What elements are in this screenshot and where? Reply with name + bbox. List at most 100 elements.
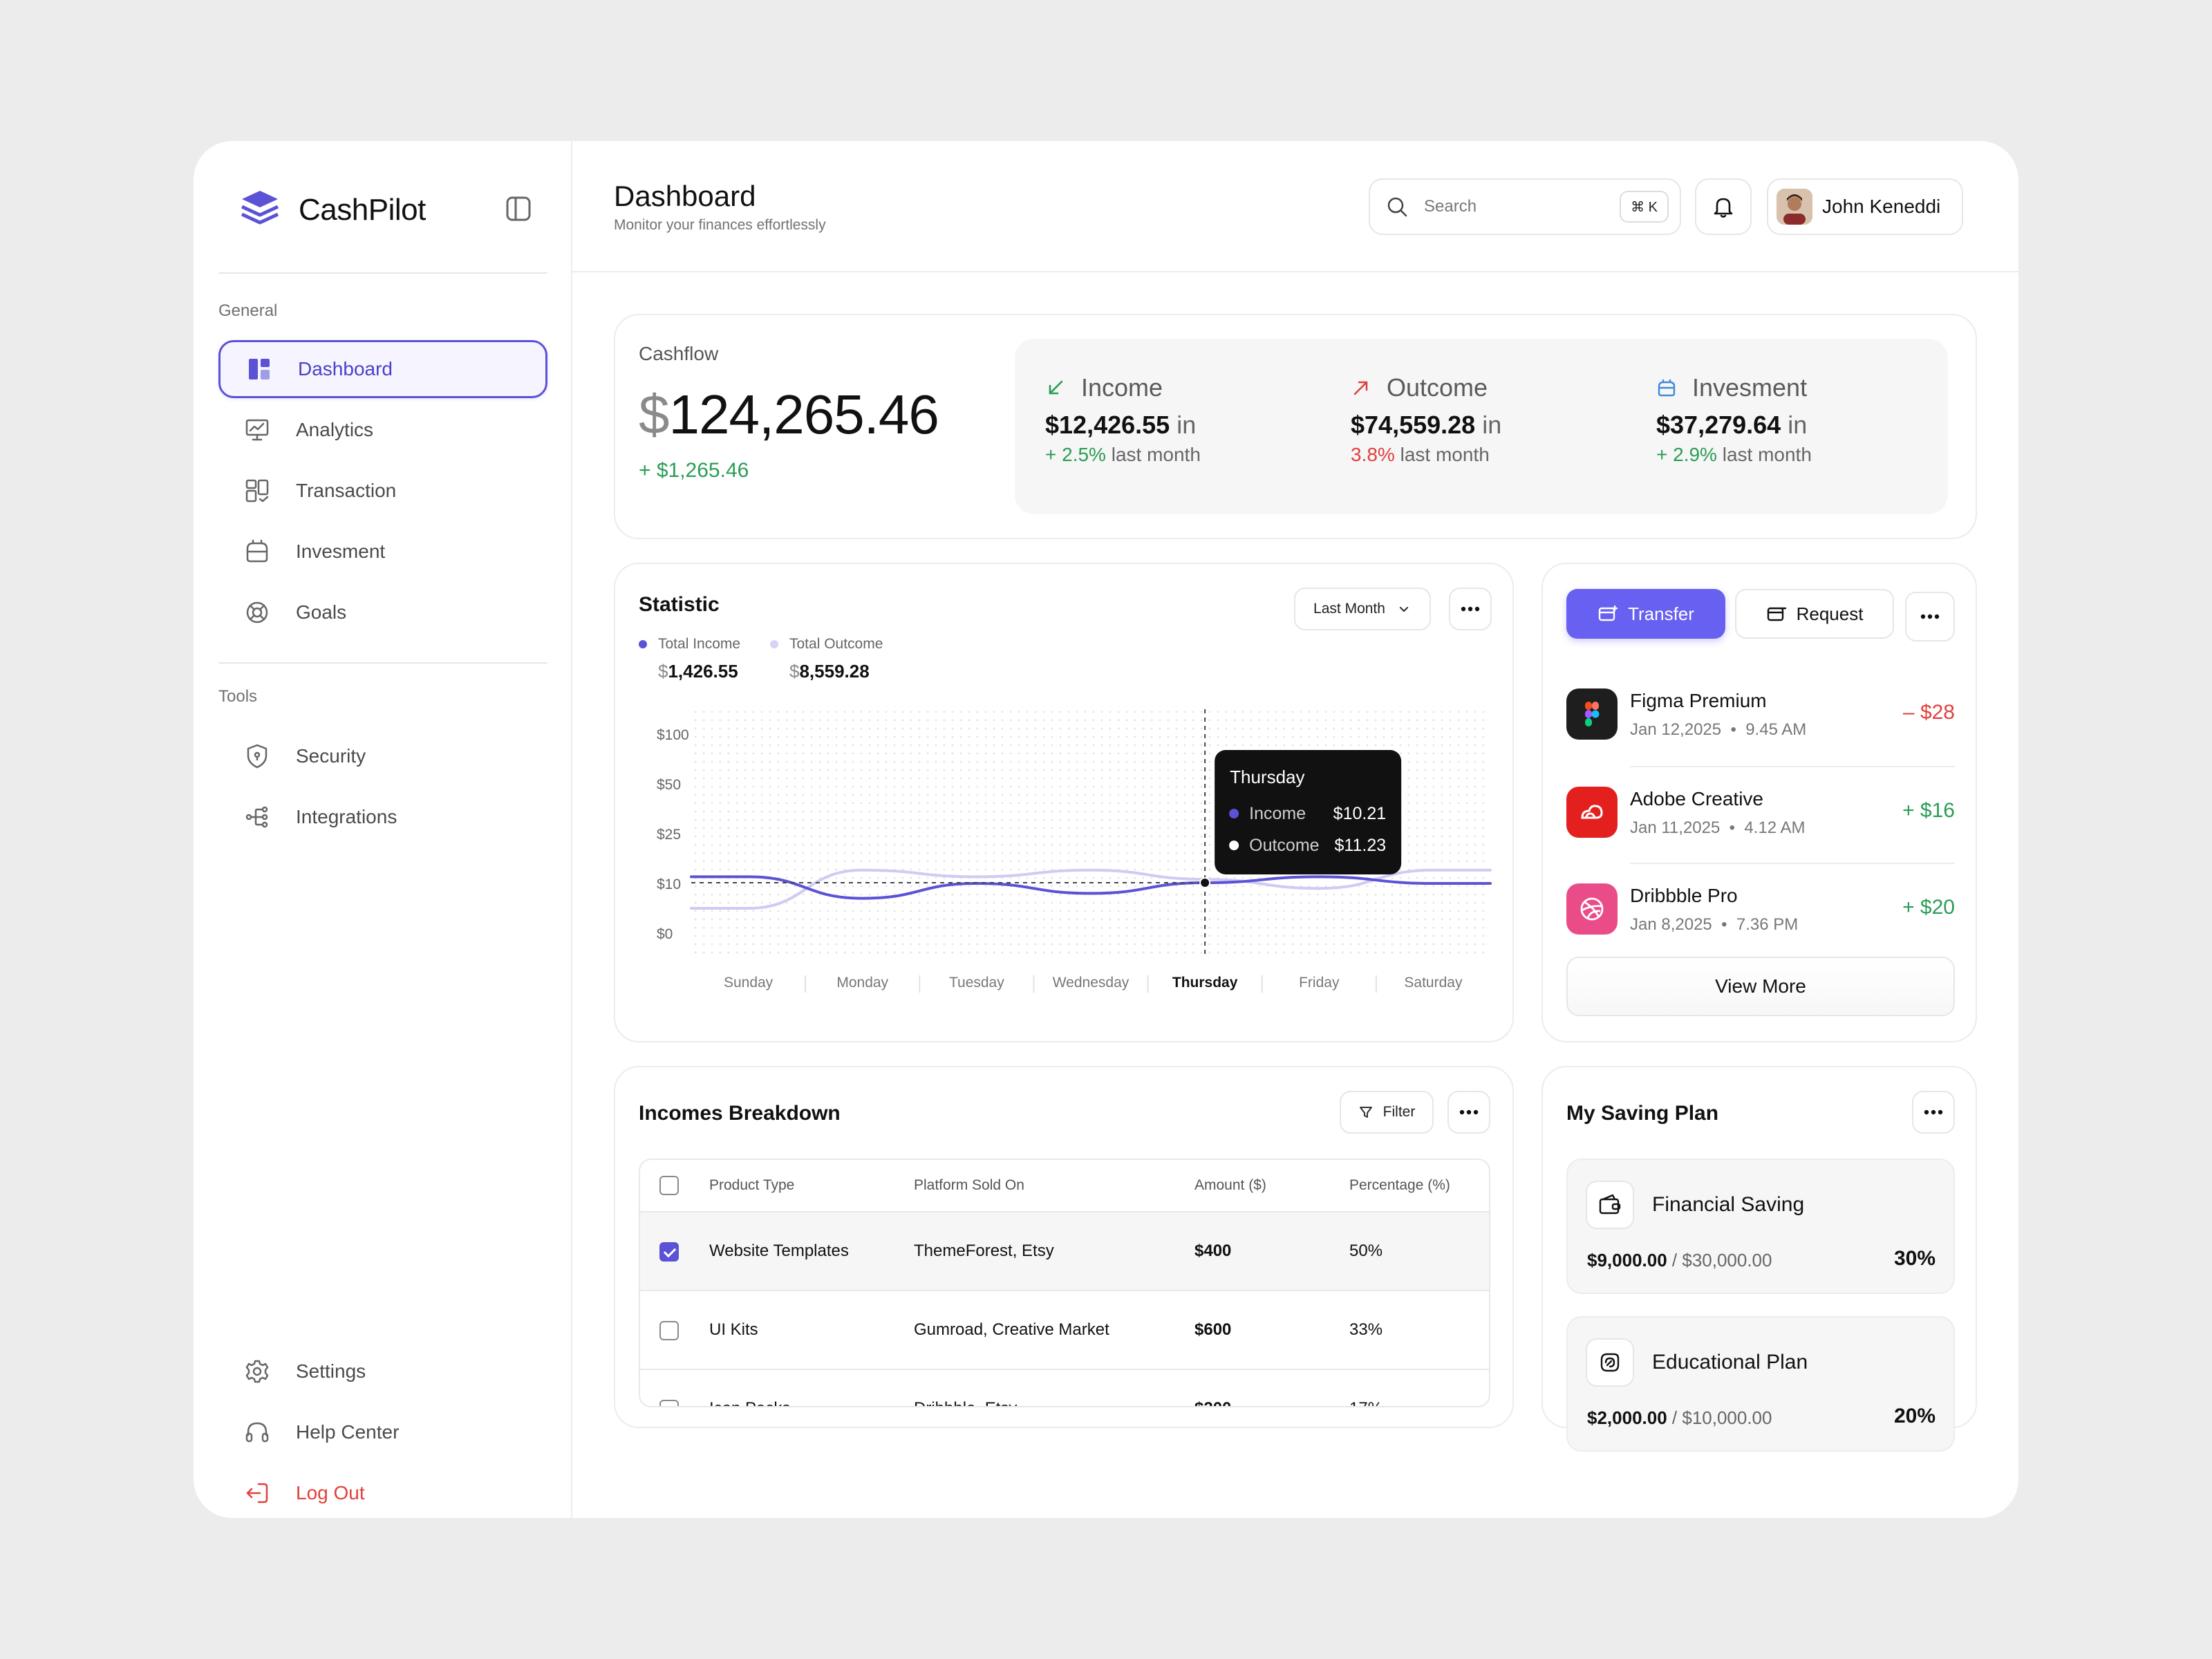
shield-icon <box>247 744 268 769</box>
sidebar-item-label: Settings <box>296 1360 366 1382</box>
sidebar-item-label: Analytics <box>296 419 374 440</box>
education-icon <box>1586 1338 1634 1387</box>
filter-button[interactable]: Filter <box>1340 1091 1434 1134</box>
platform-cell: Dribbble, Etsy <box>914 1399 1017 1406</box>
transaction-amount: + $16 <box>1902 799 1955 822</box>
notification-button[interactable] <box>1695 178 1752 235</box>
table-row[interactable]: UI Kits Gumroad, Creative Market $600 33… <box>640 1290 1489 1369</box>
sidebar-toggle-icon[interactable] <box>503 194 534 224</box>
brand[interactable]: CashPilot <box>236 181 426 239</box>
amount-cell: $200 <box>1194 1399 1231 1406</box>
period-select[interactable]: Last Month <box>1294 588 1431 630</box>
amount-cell: $600 <box>1194 1320 1232 1339</box>
request-button[interactable]: Request <box>1735 589 1894 639</box>
sidebar-item-goals[interactable]: Goals <box>218 583 547 641</box>
statistic-card: Statistic Last Month Total Income $1,426… <box>614 563 1514 1042</box>
saving-plan-card: My Saving Plan Financial Saving $9,000.0… <box>1541 1066 1977 1452</box>
metric-outcome: Outcome $74,559.28 in 3.8% last month <box>1351 373 1502 465</box>
x-tick-label: Sunday <box>724 975 774 991</box>
column-header[interactable]: Amount ($) <box>1194 1177 1266 1193</box>
statistic-more-button[interactable] <box>1449 588 1492 630</box>
transaction-row[interactable]: Adobe Creative Jan 11,2025 • 4.12 AM + $… <box>1566 766 1955 863</box>
legend-total-income-value: $1,426.55 <box>658 661 738 682</box>
y-tick-label: $25 <box>657 827 681 843</box>
statistic-title: Statistic <box>639 593 720 616</box>
transaction-row[interactable]: Figma Premium Jan 12,2025 • 9.45 AM – $2… <box>1566 668 1955 765</box>
bell-icon <box>1714 198 1733 218</box>
sidebar-item-transaction[interactable]: Transaction <box>218 462 547 520</box>
sidebar-item-help-center[interactable]: Help Center <box>218 1403 547 1461</box>
transaction-name: Dribbble Pro <box>1630 885 1738 906</box>
gear-icon <box>245 1360 269 1383</box>
sidebar-item-analytics[interactable]: Analytics <box>218 401 547 459</box>
transaction-date: Jan 8,2025 • 7.36 PM <box>1630 915 1799 934</box>
row-checkbox[interactable] <box>659 1321 679 1340</box>
tooltip-income-label: Income <box>1249 804 1306 823</box>
cashflow-metrics: Income $12,426.55 in + 2.5% last month O… <box>1015 339 1948 514</box>
transaction-date: Jan 11,2025 • 4.12 AM <box>1630 818 1806 837</box>
sidebar-item-label: Security <box>296 745 366 767</box>
integrations-icon <box>245 806 268 828</box>
headset-icon <box>245 1422 269 1443</box>
legend-total-outcome: Total Outcome <box>770 636 883 653</box>
sidebar-item-dashboard[interactable]: Dashboard <box>218 340 547 398</box>
bag-icon <box>1658 379 1676 397</box>
statistic-chart-svg: $100 $50 $25 $10 $0 Sunday Monday Tuesday Wedne… <box>657 709 1492 993</box>
sidebar-item-integrations[interactable]: Integrations <box>218 788 547 846</box>
table-row[interactable]: Website Templates ThemeForest, Etsy $400… <box>640 1211 1489 1290</box>
x-tick-label: Saturday <box>1404 975 1463 991</box>
tooltip-outcome-value: $11.23 <box>1335 836 1387 855</box>
divider <box>218 272 547 274</box>
series-line-income <box>690 875 1492 900</box>
search-input[interactable]: Search ⌘ K <box>1369 178 1681 235</box>
x-tick-label: Wednesday <box>1053 975 1130 991</box>
select-all-checkbox[interactable] <box>659 1176 679 1195</box>
platform-cell: Gumroad, Creative Market <box>914 1320 1109 1339</box>
transaction-icon <box>245 479 269 503</box>
column-header[interactable]: Platform Sold On <box>914 1177 1024 1193</box>
column-header[interactable]: Percentage (%) <box>1349 1177 1450 1193</box>
view-more-button[interactable]: View More <box>1566 957 1955 1016</box>
transfer-button[interactable]: Transfer <box>1566 589 1725 639</box>
divider <box>218 662 547 664</box>
row-checkbox[interactable] <box>659 1400 679 1406</box>
percentage-cell: 17% <box>1349 1399 1382 1406</box>
more-icon <box>1920 614 1940 619</box>
sidebar: CashPilot General Dashboard Analytics <box>194 141 572 1518</box>
tooltip-income-value: $10.21 <box>1333 804 1386 823</box>
statistic-chart[interactable]: $100 $50 $25 $10 $0 Sunday Monday Tuesday Wedne… <box>636 702 1493 1020</box>
plan-title: Educational Plan <box>1652 1351 1808 1374</box>
legend-total-income: Total Income <box>639 636 740 653</box>
amount-cell: $400 <box>1194 1241 1232 1260</box>
brand-name: CashPilot <box>299 193 426 227</box>
transactions-card: Transfer Request Figma Premium Jan 12,20… <box>1541 563 1977 1042</box>
tooltip-day: Thursday <box>1230 767 1304 787</box>
incomes-more-button[interactable] <box>1447 1091 1490 1134</box>
more-icon <box>1459 1109 1479 1115</box>
cashflow-change: + $1,265.46 <box>639 459 749 482</box>
transaction-date: Jan 12,2025 • 9.45 AM <box>1630 720 1807 739</box>
transaction-amount: – $28 <box>1902 701 1955 724</box>
legend-total-outcome-value: $8,559.28 <box>789 661 870 682</box>
sidebar-item-settings[interactable]: Settings <box>218 1342 547 1400</box>
y-tick-label: $0 <box>657 926 673 942</box>
transactions-more-button[interactable] <box>1905 592 1955 641</box>
app-window: CashPilot General Dashboard Analytics <box>194 141 2018 1518</box>
x-tick-label: Friday <box>1299 975 1340 991</box>
topbar: Dashboard Monitor your finances effortle… <box>572 141 2018 272</box>
y-tick-label: $50 <box>657 777 681 793</box>
transaction-name: Figma Premium <box>1630 690 1767 711</box>
transaction-row[interactable]: Dribbble Pro Jan 8,2025 • 7.36 PM + $20 <box>1566 863 1955 959</box>
saving-plan-item[interactable]: Educational Plan $2,000.00 / $10,000.00 … <box>1566 1316 1955 1452</box>
sidebar-item-security[interactable]: Security <box>218 727 547 785</box>
column-header[interactable]: Product Type <box>709 1177 795 1193</box>
row-checkbox[interactable] <box>659 1242 679 1262</box>
sidebar-item-label: Transaction <box>296 480 397 501</box>
sidebar-item-invesment[interactable]: Invesment <box>218 523 547 581</box>
sidebar-item-log-out[interactable]: Log Out <box>218 1464 547 1518</box>
user-menu[interactable]: John Keneddi <box>1767 178 1963 235</box>
saving-more-button[interactable] <box>1912 1091 1955 1134</box>
adobe-icon <box>1566 787 1618 838</box>
saving-plan-item[interactable]: Financial Saving $9,000.00 / $30,000.00 … <box>1566 1159 1955 1294</box>
table-row[interactable]: Icon Packs Dribbble, Etsy $200 17% <box>640 1369 1489 1406</box>
